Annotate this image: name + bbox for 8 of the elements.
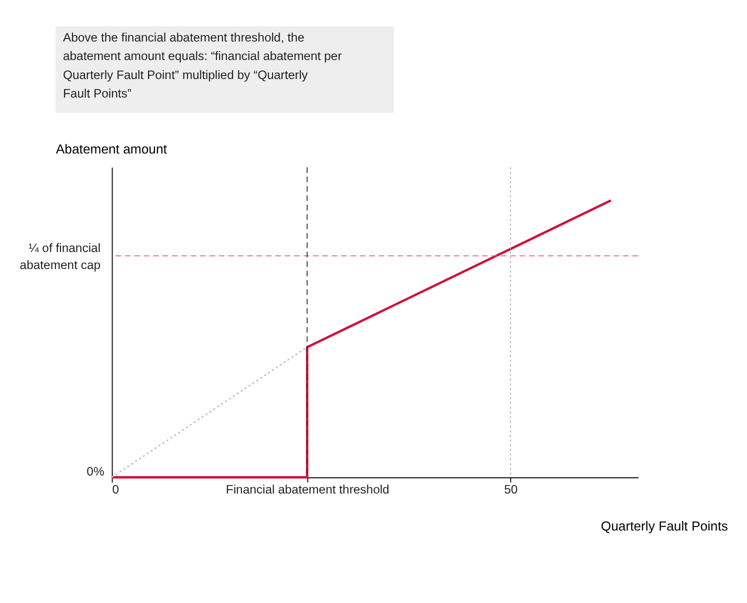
x-tick-label: 50 [504,482,518,497]
x-tick-label: Financial abatement threshold [226,482,390,497]
annotation: 0% [86,464,104,478]
x-axis-title: Quarterly Fault Points [600,518,728,534]
ref-line-label: ¼ of financial abatement cap [20,241,101,272]
y-axis-title: Abatement amount [56,142,168,157]
x-tick-label: 0 [112,482,120,497]
text: Above the financial abatement threshold, the abatement amount equals: “financial abatement per Quarterly Fault Point” multiplied by “Quarterly Fault Points” [62,30,342,101]
